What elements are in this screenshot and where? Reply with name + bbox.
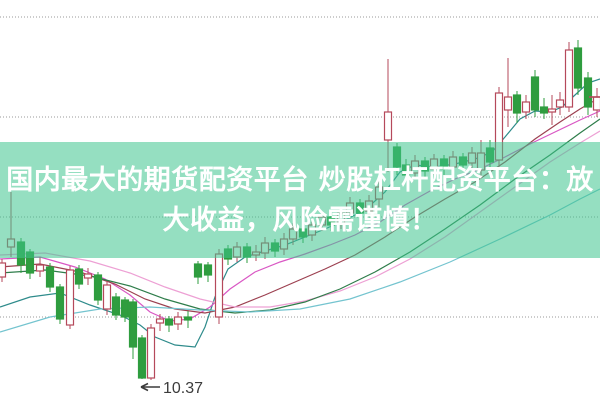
candle-up [383, 111, 393, 141]
candle-up [547, 108, 557, 113]
candle-down [512, 94, 522, 114]
candle-up [65, 269, 75, 326]
banner-title-line-2: 大收益，风险需谨慎！ [162, 205, 438, 236]
candle-up [146, 327, 156, 379]
banner-title-line-1: 国内最大的期货配资平台 炒股杠杆配资平台：放 [6, 165, 594, 196]
candle-down [193, 263, 203, 278]
candle-up [102, 284, 112, 310]
candle-up [521, 101, 531, 113]
candle-down [203, 264, 213, 276]
candle-down [55, 286, 65, 320]
candle-down [183, 316, 193, 321]
candle-down [530, 76, 540, 111]
low-arrow [140, 382, 160, 392]
candle-up [83, 273, 93, 279]
candle-up [214, 253, 224, 318]
candle-down [128, 301, 138, 348]
candle-down [93, 274, 103, 301]
candle-up [555, 99, 565, 108]
candle-up [0, 262, 7, 278]
candle-up [173, 316, 183, 325]
candle-down [164, 318, 174, 326]
candle-down [120, 299, 130, 318]
candle-up [592, 96, 600, 111]
candle-down [45, 266, 55, 288]
candle-down [583, 77, 593, 108]
candle-down [573, 47, 583, 89]
ma-maroon [0, 98, 600, 314]
candle-down [539, 106, 549, 114]
candle-down [111, 296, 121, 316]
candle-up [35, 264, 45, 272]
candle-up [564, 49, 574, 108]
candle-up [503, 96, 513, 111]
candle-up [155, 318, 165, 324]
candle-down [74, 268, 84, 285]
candle-down [137, 337, 147, 379]
title-banner-overlay: 国内最大的期货配资平台 炒股杠杆配资平台：放 大收益，风险需谨慎！ [0, 142, 600, 258]
low-price-label: 10.37 [163, 380, 203, 397]
